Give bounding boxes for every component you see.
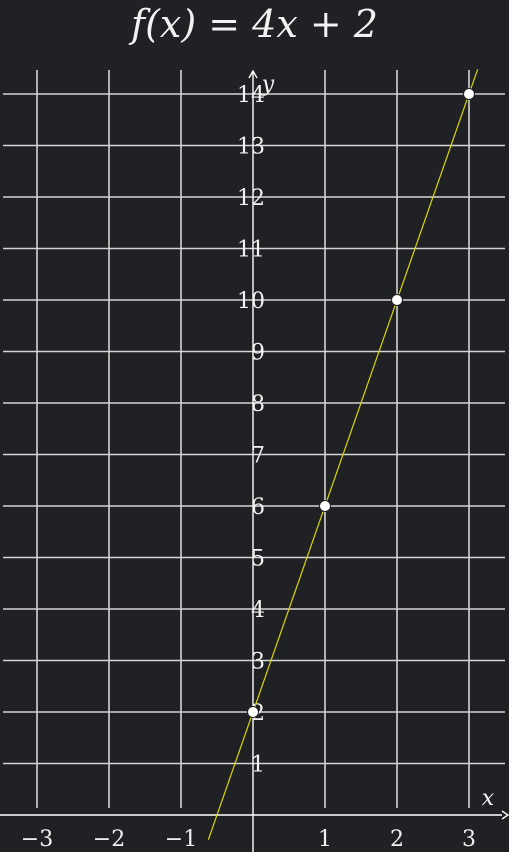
x-axis-label: x (482, 786, 495, 811)
y-tick-label: 5 (251, 547, 265, 572)
x-axis-arrow (501, 810, 509, 820)
y-axis-label: y (261, 72, 275, 97)
y-tick-label: 7 (251, 444, 265, 469)
data-point (463, 88, 475, 100)
data-point (247, 706, 259, 718)
x-tick-label: −3 (21, 827, 53, 852)
x-tick-label: 2 (390, 827, 404, 852)
y-tick-label: 12 (237, 186, 265, 211)
y-tick-label: 9 (251, 341, 265, 366)
data-point (319, 500, 331, 512)
x-tick-label: −2 (93, 827, 125, 852)
y-tick-label: 6 (251, 495, 265, 520)
x-tick-label: 1 (318, 827, 332, 852)
y-tick-label: 14 (237, 83, 265, 108)
y-tick-label: 8 (251, 392, 265, 417)
y-tick-label: 4 (251, 598, 265, 623)
x-tick-label: 3 (462, 827, 476, 852)
y-tick-label: 10 (237, 289, 265, 314)
x-tick-label: −1 (165, 827, 197, 852)
y-tick-label: 11 (237, 238, 265, 263)
chart-title: f(x) = 4x + 2 (131, 2, 378, 46)
y-tick-label: 3 (251, 650, 265, 675)
y-tick-label: 1 (251, 753, 265, 778)
data-point (391, 294, 403, 306)
y-axis-arrow (248, 69, 258, 79)
y-tick-label: 13 (237, 135, 265, 160)
